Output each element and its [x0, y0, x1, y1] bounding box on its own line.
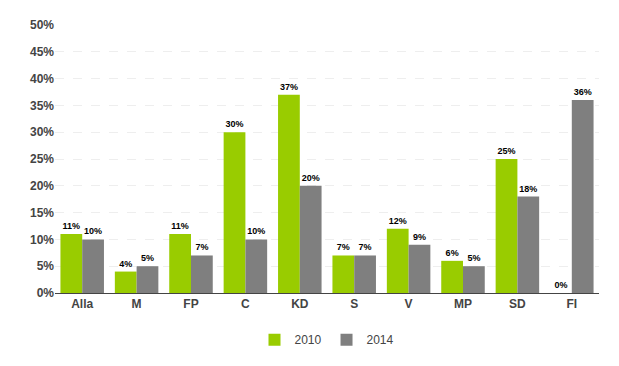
- svg-text:10%: 10%: [84, 226, 102, 236]
- svg-text:11%: 11%: [63, 221, 81, 231]
- svg-text:12%: 12%: [389, 216, 407, 226]
- svg-text:KD: KD: [291, 297, 309, 311]
- svg-text:20%: 20%: [30, 179, 54, 193]
- svg-text:50%: 50%: [30, 18, 54, 32]
- svg-text:10%: 10%: [30, 233, 54, 247]
- svg-text:25%: 25%: [30, 152, 54, 166]
- svg-text:M: M: [132, 297, 142, 311]
- svg-text:FP: FP: [183, 297, 198, 311]
- svg-text:37%: 37%: [280, 82, 298, 92]
- svg-text:C: C: [241, 297, 250, 311]
- svg-text:18%: 18%: [519, 184, 537, 194]
- svg-text:0%: 0%: [554, 280, 567, 290]
- svg-text:11%: 11%: [171, 221, 189, 231]
- svg-text:30%: 30%: [30, 125, 54, 139]
- svg-text:S: S: [350, 297, 358, 311]
- svg-text:7%: 7%: [337, 242, 350, 252]
- svg-text:36%: 36%: [574, 87, 592, 97]
- svg-text:0%: 0%: [37, 286, 55, 300]
- svg-text:6%: 6%: [446, 248, 459, 258]
- svg-text:10%: 10%: [247, 226, 265, 236]
- svg-text:5%: 5%: [467, 253, 480, 263]
- svg-text:15%: 15%: [30, 206, 54, 220]
- svg-text:7%: 7%: [195, 242, 208, 252]
- svg-text:SD: SD: [509, 297, 526, 311]
- svg-text:2014: 2014: [367, 333, 394, 347]
- svg-text:9%: 9%: [413, 232, 426, 242]
- svg-text:25%: 25%: [498, 146, 516, 156]
- svg-text:2010: 2010: [295, 333, 322, 347]
- svg-text:30%: 30%: [226, 119, 244, 129]
- svg-text:40%: 40%: [30, 72, 54, 86]
- svg-text:MP: MP: [454, 297, 472, 311]
- svg-text:45%: 45%: [30, 45, 54, 59]
- svg-text:7%: 7%: [359, 242, 372, 252]
- svg-text:5%: 5%: [37, 259, 55, 273]
- svg-text:4%: 4%: [119, 259, 132, 269]
- svg-text:V: V: [405, 297, 413, 311]
- svg-text:FI: FI: [566, 297, 577, 311]
- svg-text:20%: 20%: [302, 173, 320, 183]
- svg-text:35%: 35%: [30, 99, 54, 113]
- svg-text:Alla: Alla: [71, 297, 93, 311]
- svg-text:5%: 5%: [141, 253, 154, 263]
